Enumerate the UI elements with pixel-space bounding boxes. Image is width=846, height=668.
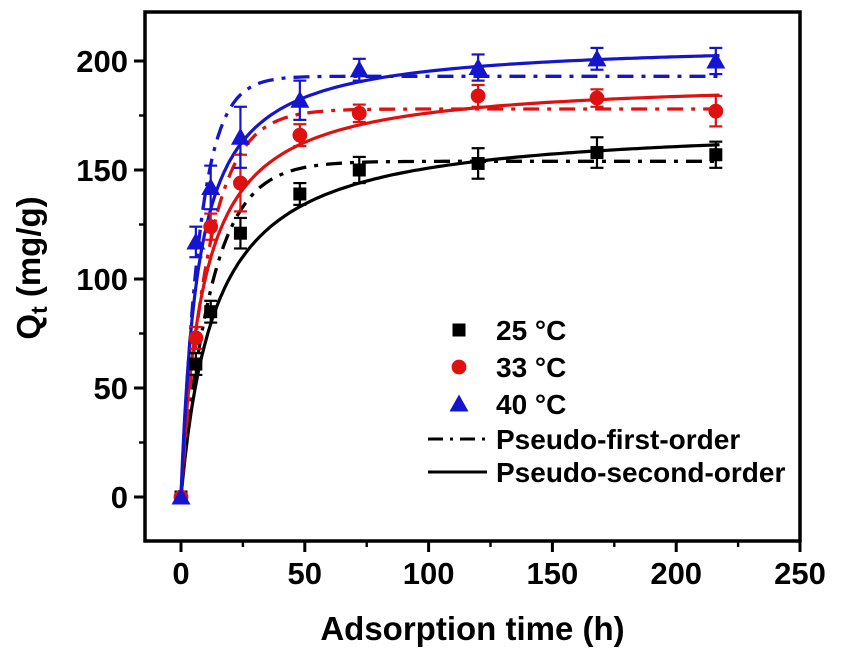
y-tick-label: 200 (76, 44, 128, 79)
data-point (468, 58, 488, 76)
x-tick-label: 100 (403, 556, 455, 591)
data-point (293, 187, 307, 201)
data-point (708, 103, 724, 119)
x-axis: 0 50 100 150 200 250 (172, 541, 826, 591)
data-point (589, 90, 605, 106)
data-point (201, 177, 221, 195)
data-point (590, 146, 604, 160)
data-point (233, 175, 248, 191)
data-point (204, 305, 218, 319)
data-point (171, 487, 191, 505)
series-33C-points (173, 83, 724, 505)
legend-marker-square (452, 323, 466, 337)
data-point (587, 49, 607, 67)
x-tick-label: 0 (172, 556, 189, 591)
y-tick-label: 150 (76, 153, 128, 188)
y-tick-label: 50 (94, 371, 128, 406)
series-40C-points (171, 46, 726, 505)
data-point (230, 127, 250, 145)
x-tick-label: 50 (288, 556, 322, 591)
x-tick-label: 250 (774, 556, 826, 591)
legend-label: Pseudo-second-order (496, 457, 785, 488)
legend-label: 40 °C (496, 389, 566, 420)
y-axis-title: Qt (mg/g) (10, 196, 52, 339)
data-point (189, 357, 203, 371)
y-axis: 0 50 100 150 200 (76, 44, 145, 515)
data-point (233, 226, 247, 240)
data-point (349, 60, 369, 78)
y-tick-label: 0 (111, 480, 128, 515)
x-tick-label: 150 (527, 556, 579, 591)
data-point (709, 148, 723, 162)
data-point (706, 51, 726, 69)
plot-frame (143, 10, 802, 543)
x-axis-title: Adsorption time (h) (320, 610, 624, 647)
legend-label: 33 °C (496, 352, 566, 383)
data-point (352, 163, 366, 177)
data-point (292, 127, 308, 143)
legend-label: Pseudo-first-order (496, 424, 740, 455)
data-point (290, 90, 310, 108)
data-point (188, 330, 204, 346)
x-tick-label: 200 (650, 556, 702, 591)
legend-marker-circle (451, 359, 467, 375)
legend-label: 25 °C (496, 315, 566, 346)
data-point (351, 105, 367, 121)
legend-marker-triangle (449, 394, 469, 412)
data-point (186, 232, 206, 250)
data-point (471, 156, 485, 170)
data-point (203, 219, 219, 235)
pseudo-first-order-curve-2 (179, 74, 720, 498)
y-tick-label: 100 (76, 262, 128, 297)
legend: 25 °C 33 °C 40 °C Pseudo-first-orderPseudo-… (428, 315, 785, 488)
data-point (470, 88, 486, 104)
